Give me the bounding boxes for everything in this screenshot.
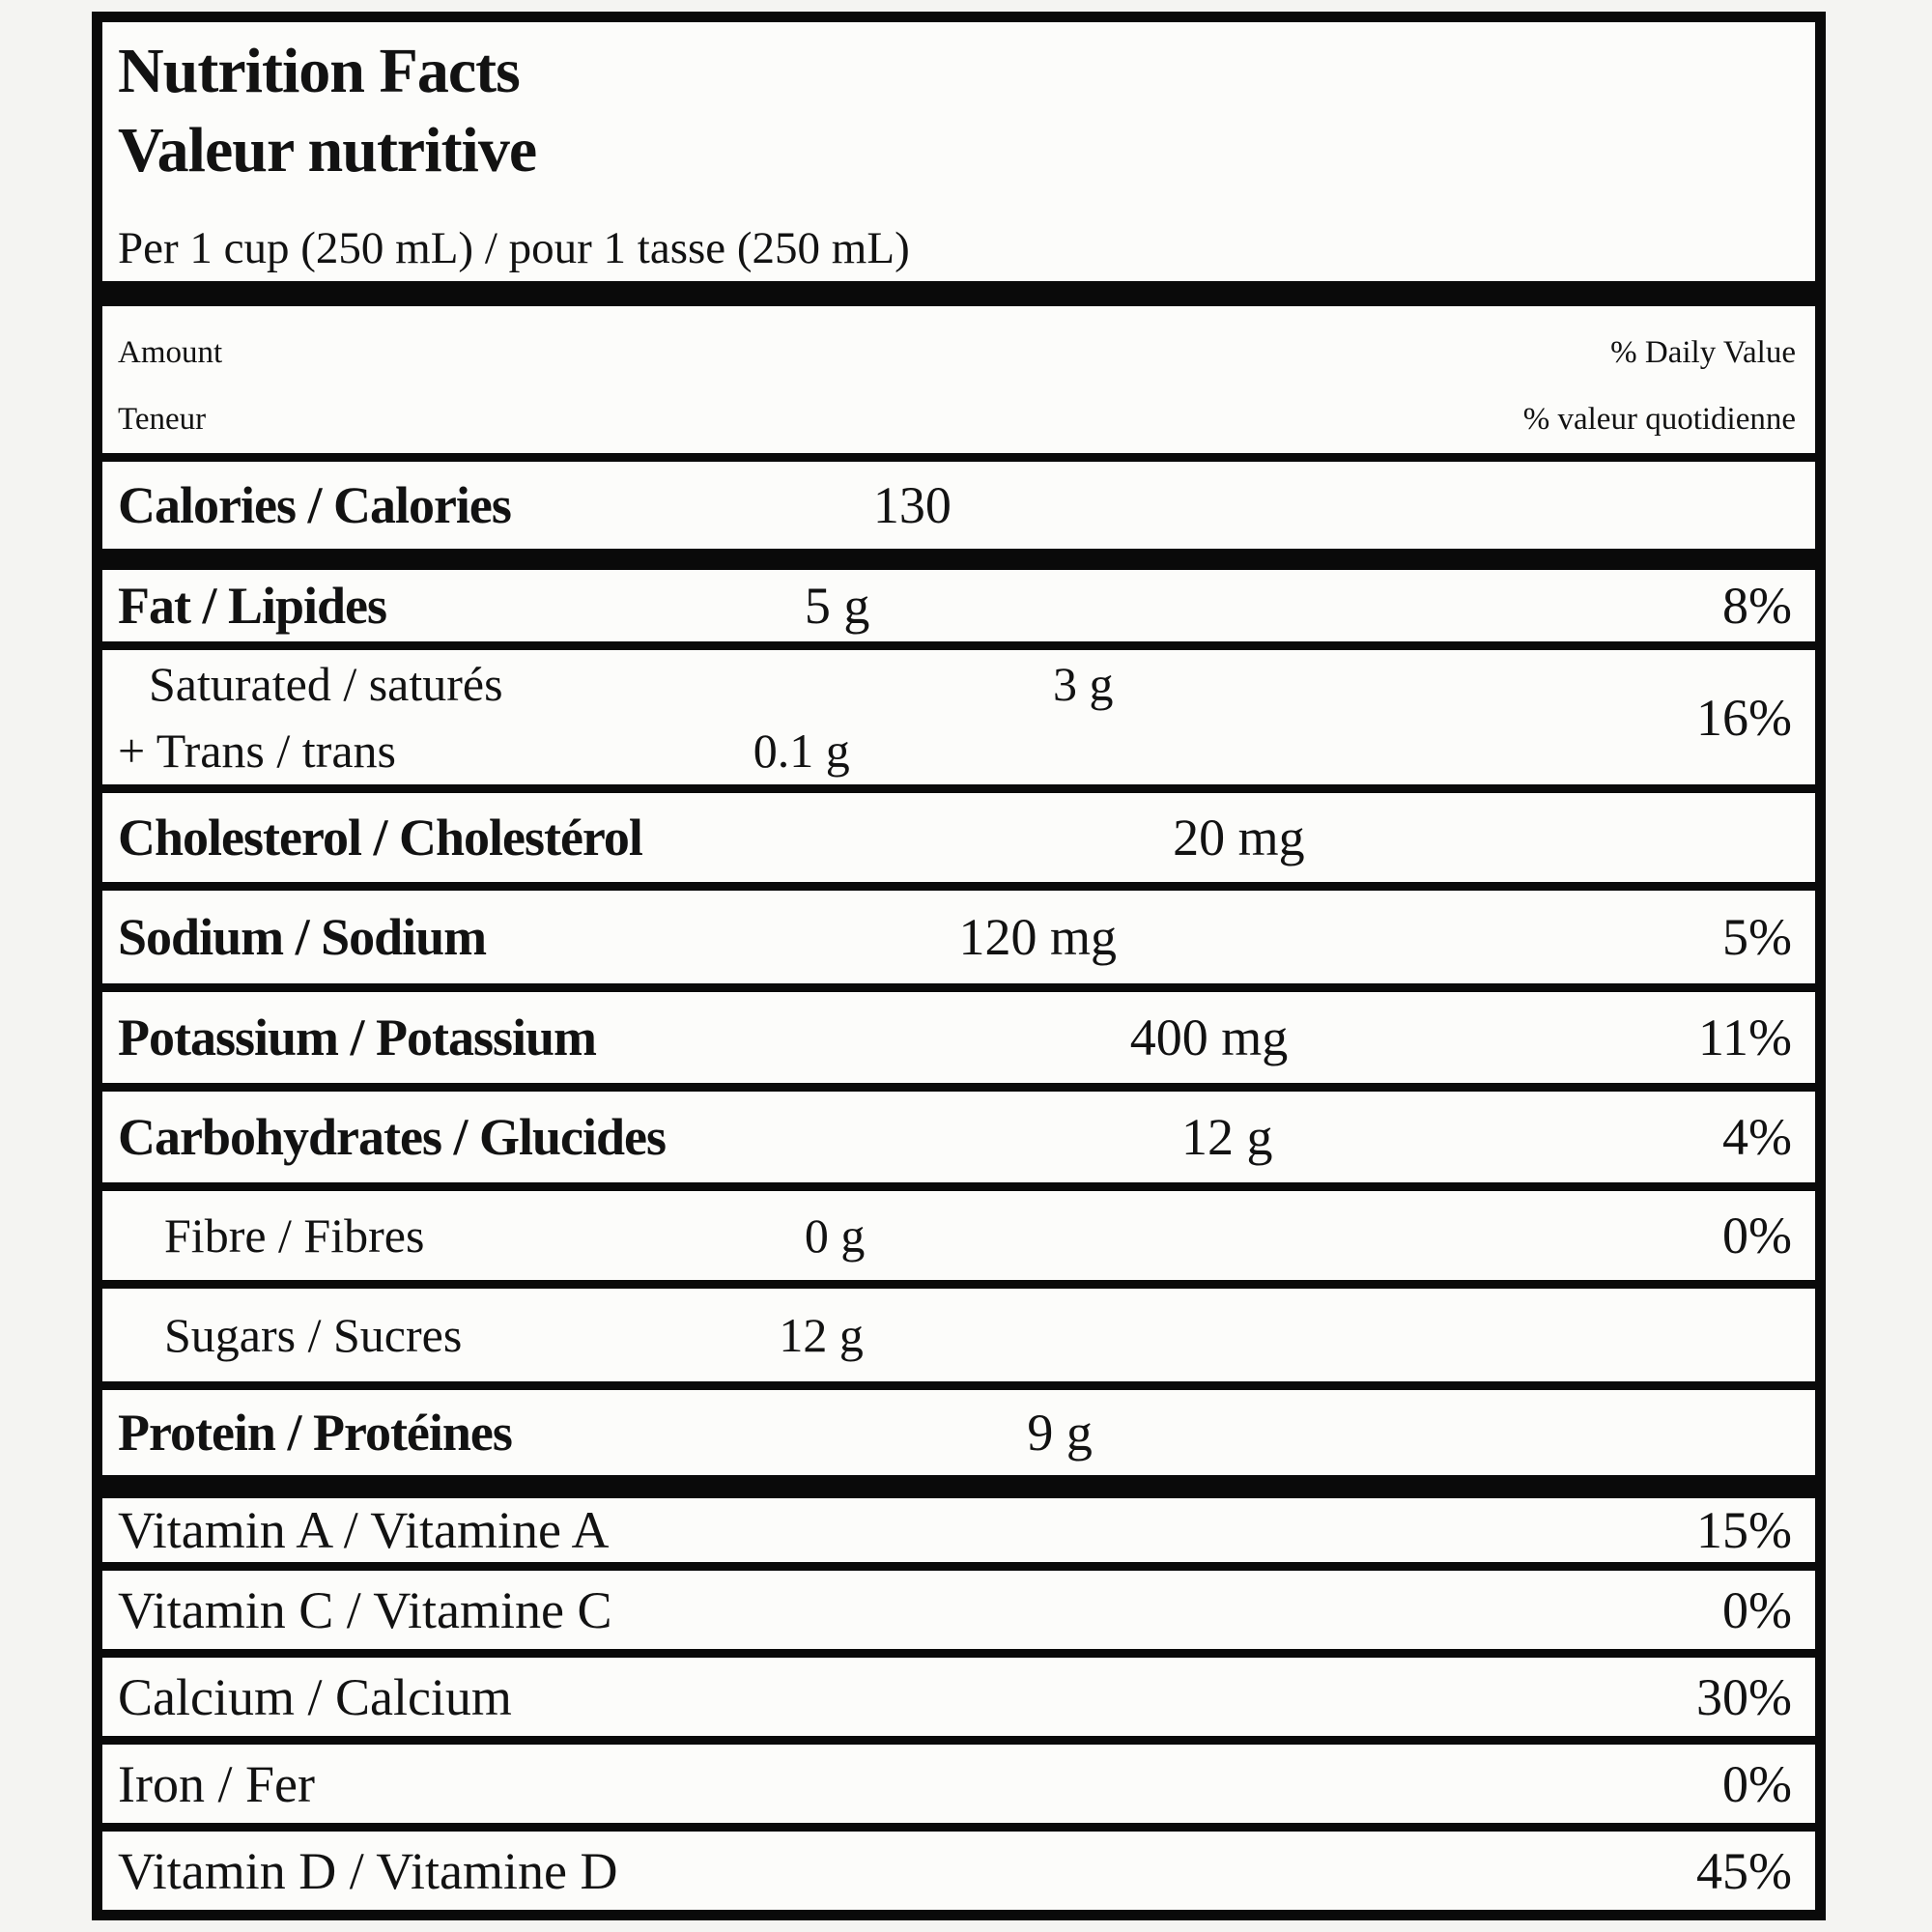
daily-value-percent: 8% [1722, 577, 1792, 636]
nutrient-name: Vitamin A / Vitamine A [118, 1501, 610, 1560]
nutrient-amount: 120 mg [958, 908, 1118, 967]
nutrient-name: Calories / Calories [118, 475, 512, 534]
title-french: Valeur nutritive [118, 115, 537, 185]
daily-value-label-en: % Daily Value [1610, 334, 1796, 370]
row-sodium: Sodium / Sodium 120 mg 5% [102, 882, 1815, 983]
nutrient-amount: 3 g [1053, 657, 1114, 712]
nutrient-name: Vitamin C / Vitamine C [118, 1580, 612, 1639]
row-vitamin-d: Vitamin D / Vitamine D 45% [102, 1823, 1815, 1910]
nutrient-name: Sodium / Sodium [118, 908, 487, 967]
daily-value-percent: 16% [1696, 688, 1792, 747]
row-protein: Protein / Protéines 9 g [102, 1380, 1815, 1476]
nutrient-amount: 20 mg [1173, 809, 1305, 867]
daily-value-percent: 5% [1722, 908, 1792, 967]
row-fat: Fat / Lipides 5 g 8% [102, 549, 1815, 641]
row-cholesterol: Cholesterol / Cholestérol 20 mg [102, 784, 1815, 882]
row-fibre: Fibre / Fibres 0 g 0% [102, 1181, 1815, 1280]
nutrient-name: Calcium / Calcium [118, 1667, 512, 1726]
nutrition-facts-label: Nutrition Facts Valeur nutritive Per 1 c… [92, 12, 1826, 1920]
title-english: Nutrition Facts [118, 36, 521, 106]
daily-value-percent: 30% [1696, 1667, 1792, 1726]
nutrient-name: Fat / Lipides [118, 577, 387, 636]
daily-value-percent: 45% [1696, 1841, 1792, 1900]
row-sugars: Sugars / Sucres 12 g [102, 1279, 1815, 1381]
row-potassium: Potassium / Potassium 400 mg 11% [102, 982, 1815, 1083]
nutrient-name: Potassium / Potassium [118, 1008, 597, 1066]
nutrient-name: Carbohydrates / Glucides [118, 1107, 667, 1166]
row-vitamin-c: Vitamin C / Vitamine C 0% [102, 1562, 1815, 1649]
row-vitamin-a: Vitamin A / Vitamine A 15% [102, 1475, 1815, 1562]
row-calcium: Calcium / Calcium 30% [102, 1649, 1815, 1736]
label-header: Nutrition Facts Valeur nutritive Per 1 c… [102, 22, 1815, 281]
nutrient-amount: 12 g [779, 1307, 864, 1362]
nutrient-amount: 400 mg [1129, 1008, 1289, 1066]
amount-label-fr: Teneur [118, 401, 207, 437]
daily-value-percent: 0% [1722, 1580, 1792, 1639]
serving-size: Per 1 cup (250 mL) / pour 1 tasse (250 m… [118, 223, 910, 273]
nutrient-amount: 5 g [804, 577, 870, 636]
nutrient-amount: 12 g [1180, 1107, 1273, 1166]
row-iron: Iron / Fer 0% [102, 1736, 1815, 1823]
nutrient-name: Iron / Fer [118, 1754, 315, 1813]
daily-value-percent: 0% [1722, 1206, 1792, 1264]
nutrient-name: Cholesterol / Cholestérol [118, 809, 643, 867]
amount-label-en: Amount [118, 334, 223, 370]
nutrient-name: Sugars / Sucres [164, 1307, 463, 1362]
daily-value-percent: 4% [1722, 1107, 1792, 1166]
nutrient-name: + Trans / trans [118, 724, 396, 779]
daily-value-label-fr: % valeur quotidienne [1522, 401, 1796, 437]
nutrient-amount: 9 g [1027, 1403, 1093, 1462]
nutrient-name: Protein / Protéines [118, 1403, 513, 1462]
nutrient-name: Saturated / saturés [149, 657, 503, 712]
nutrient-amount: 0.1 g [753, 724, 850, 779]
nutrient-amount: 130 [872, 475, 952, 534]
daily-value-percent: 15% [1696, 1501, 1792, 1560]
row-saturated-trans: Saturated / saturés 3 g + Trans / trans … [102, 641, 1815, 784]
nutrient-amount: 0 g [804, 1208, 866, 1263]
row-calories: Calories / Calories 130 [102, 452, 1815, 550]
daily-value-percent: 11% [1698, 1008, 1792, 1066]
nutrient-name: Fibre / Fibres [164, 1208, 425, 1263]
nutrient-name: Vitamin D / Vitamine D [118, 1841, 618, 1900]
row-carbohydrates: Carbohydrates / Glucides 12 g 4% [102, 1082, 1815, 1182]
column-header: Amount % Daily Value Teneur % valeur quo… [102, 280, 1815, 453]
daily-value-percent: 0% [1722, 1754, 1792, 1813]
